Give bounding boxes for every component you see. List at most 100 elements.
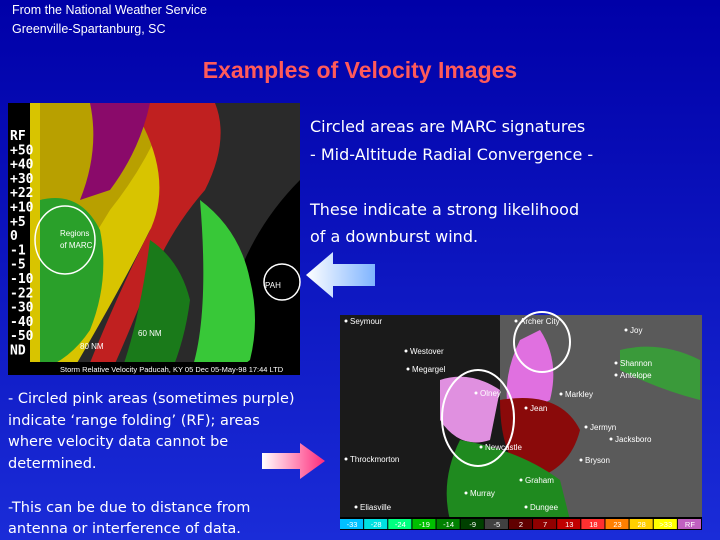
city-label: Jean	[530, 404, 547, 413]
scale-label: 28	[637, 520, 645, 529]
radar-pink	[506, 330, 554, 420]
city-dot	[404, 349, 408, 353]
header-line: Greenville-Spartanburg, SC	[12, 22, 166, 36]
scale-label: -28	[371, 520, 382, 529]
body-text: indicate ‘range folding’ (RF); areas	[8, 413, 260, 429]
map-label: 80 NM	[80, 342, 104, 351]
city-label: Seymour	[350, 317, 382, 326]
legend-label: +22	[10, 186, 33, 201]
body-text: -This can be due to distance from	[8, 500, 250, 516]
city-label: Westover	[410, 347, 444, 356]
city-label: Dungee	[530, 503, 559, 512]
scale-label: -33	[347, 520, 358, 529]
city-dot	[524, 406, 528, 410]
circle	[513, 311, 571, 373]
body-text: - Circled pink areas (sometimes purple)	[8, 391, 295, 407]
city-label: Murray	[470, 489, 495, 498]
legend-label: -50	[10, 329, 34, 344]
map-label: PAH	[265, 281, 281, 290]
city-dot	[514, 319, 518, 323]
city-dot	[614, 373, 618, 377]
scale-label: 7	[543, 520, 547, 529]
city-label: Megargel	[412, 365, 446, 374]
legend-label: ND	[10, 344, 26, 359]
circle	[441, 369, 515, 467]
scale-label: 2	[519, 520, 523, 529]
scale-swatch	[677, 519, 701, 529]
city-label: Jermyn	[590, 423, 616, 432]
right-radar	[340, 311, 702, 530]
radar-pink	[440, 376, 500, 443]
scale-label: -5	[494, 520, 501, 529]
legend-label: +5	[10, 215, 26, 230]
radar-caption: Storm Relative Velocity Paducah, KY 05 D…	[60, 365, 284, 374]
scale-swatch	[629, 519, 653, 529]
city-dot	[614, 361, 618, 365]
scale-swatch	[364, 519, 388, 529]
city-label: Antelope	[620, 371, 652, 380]
city-label: Jacksboro	[615, 435, 652, 444]
body-text: where velocity data cannot be	[8, 434, 228, 450]
city-label: Graham	[525, 476, 554, 485]
scale-swatch	[557, 519, 581, 529]
scale-label: -19	[419, 520, 430, 529]
city-label: Joy	[630, 326, 642, 335]
legend-label: -1	[10, 243, 26, 258]
legend-label: -40	[10, 315, 34, 330]
scale-swatch	[533, 519, 557, 529]
legend-label: -10	[10, 272, 34, 287]
radar-green2	[190, 200, 255, 375]
city-dot	[559, 392, 563, 396]
radar-purple	[80, 103, 150, 200]
scale-label: >33	[659, 520, 672, 529]
scale-label: -24	[395, 520, 406, 529]
legend-label: +40	[10, 158, 34, 173]
body-text: determined.	[8, 456, 97, 472]
city-dot	[624, 328, 628, 332]
legend-label: +30	[10, 172, 34, 187]
radar-green	[40, 198, 104, 370]
scale-label: 23	[613, 520, 621, 529]
slide-title: Examples of Velocity Images	[203, 57, 517, 83]
city-dot	[344, 319, 348, 323]
city-label: Throckmorton	[350, 455, 399, 464]
city-dot	[474, 391, 478, 395]
radar-green2	[620, 346, 700, 400]
scale-swatch	[388, 519, 412, 529]
scale-swatch	[460, 519, 484, 529]
city-dot	[609, 437, 613, 441]
legend-label: -30	[10, 301, 34, 316]
scale-label: 13	[565, 520, 573, 529]
scale-label: RF	[685, 520, 695, 529]
scale-label: -9	[469, 520, 476, 529]
city-dot	[524, 505, 528, 509]
arrow-right	[262, 443, 325, 479]
scale-swatch	[581, 519, 605, 529]
map-label: 60 NM	[138, 329, 162, 338]
scale-label: 18	[589, 520, 597, 529]
scale-swatch	[508, 519, 533, 529]
city-label: Newcastle	[485, 443, 522, 452]
arrow-left	[306, 252, 375, 298]
legend-label: -22	[10, 286, 33, 301]
legend-label: 0	[10, 229, 18, 244]
radar-red	[85, 103, 221, 375]
circle	[34, 205, 96, 275]
body-text: - Mid-Altitude Radial Convergence -	[310, 145, 593, 164]
legend-label: +50	[10, 143, 34, 158]
body-text: Circled areas are MARC signatures	[310, 117, 585, 136]
map-label: of MARC	[60, 241, 93, 250]
radar-green	[446, 440, 570, 520]
city-dot	[584, 425, 588, 429]
city-dot	[406, 367, 410, 371]
city-dot	[354, 505, 358, 509]
city-label: Archer City	[520, 317, 560, 326]
scale-label: -14	[443, 520, 454, 529]
city-dot	[579, 458, 583, 462]
radar-green3	[120, 240, 190, 375]
scale-swatch	[412, 519, 436, 529]
legend-label: -5	[10, 258, 26, 273]
scale-swatch	[605, 519, 629, 529]
caption-bar	[8, 362, 300, 375]
